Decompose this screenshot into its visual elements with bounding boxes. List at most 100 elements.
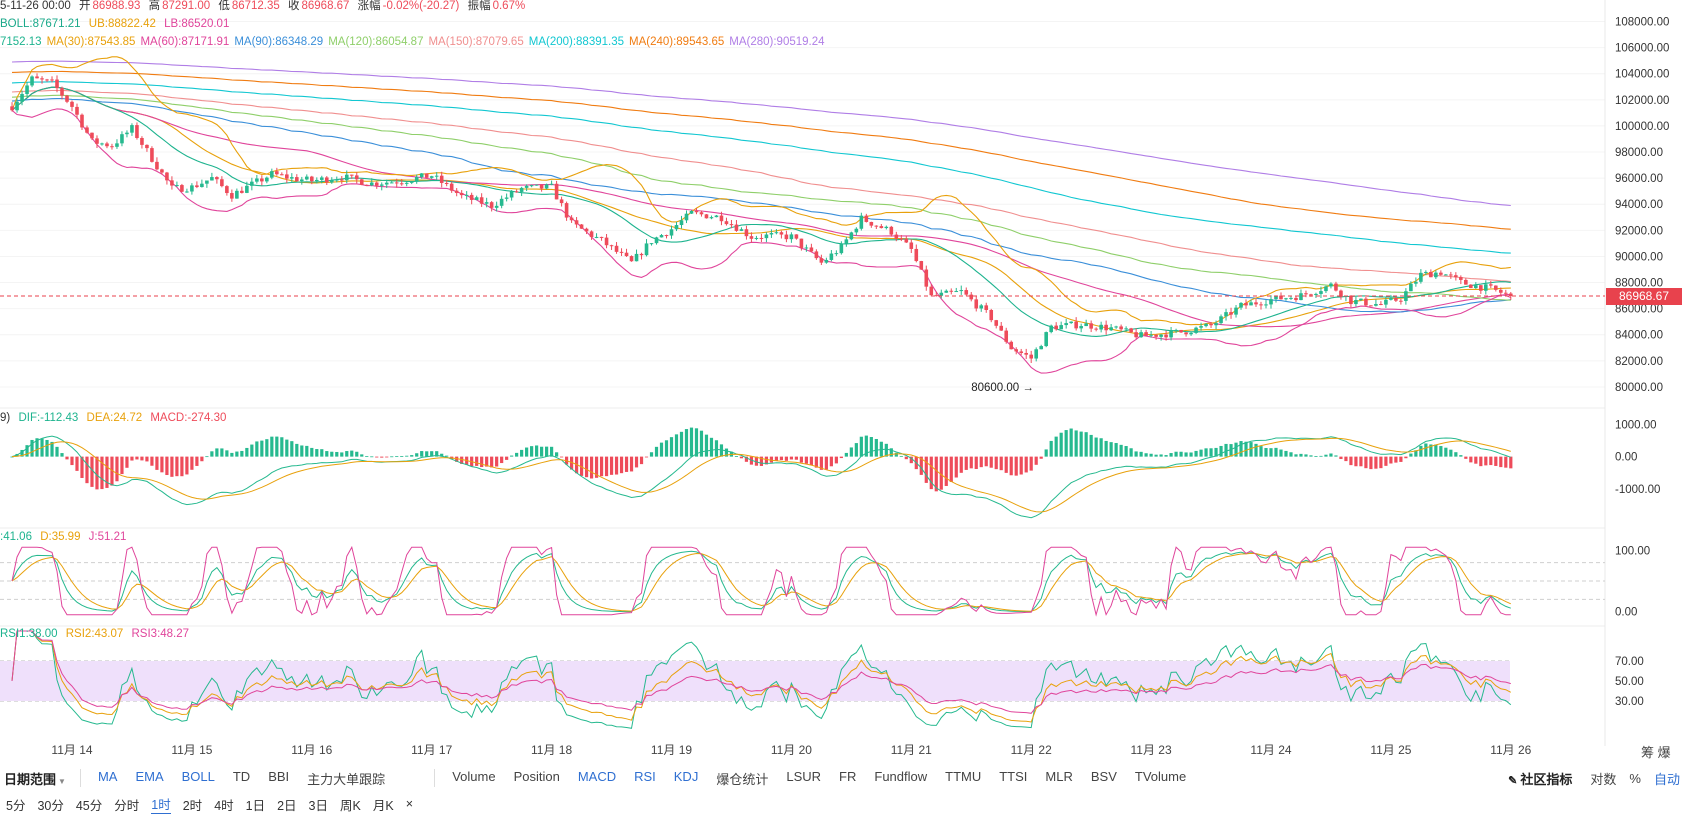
candle[interactable]: [30, 75, 34, 88]
candle[interactable]: [929, 284, 934, 297]
candle[interactable]: [1119, 324, 1123, 332]
candle[interactable]: [439, 171, 444, 188]
candle[interactable]: [889, 225, 894, 237]
candle[interactable]: [1109, 323, 1113, 331]
timeframe-option[interactable]: 2日: [277, 798, 297, 813]
candle[interactable]: [909, 239, 914, 254]
candle[interactable]: [719, 211, 724, 226]
candle[interactable]: [210, 172, 214, 181]
candle[interactable]: [135, 122, 139, 140]
candle[interactable]: [314, 177, 319, 184]
candle[interactable]: [934, 291, 939, 297]
candle[interactable]: [1294, 296, 1298, 302]
candle[interactable]: [624, 248, 629, 257]
candle[interactable]: [494, 201, 499, 212]
candle[interactable]: [1099, 321, 1103, 333]
candle[interactable]: [649, 243, 654, 246]
candle[interactable]: [115, 139, 119, 149]
log-scale-toggle[interactable]: 对数: [1590, 771, 1617, 787]
community-indicators-button[interactable]: ✎ 社区指标: [1508, 769, 1572, 788]
candle[interactable]: [1234, 305, 1238, 318]
main-indicator-boll[interactable]: BOLL: [181, 768, 215, 784]
candle[interactable]: [1314, 292, 1318, 299]
candle[interactable]: [754, 235, 759, 241]
timeframe-option[interactable]: 分时: [114, 798, 140, 813]
candle[interactable]: [1259, 301, 1263, 310]
candle[interactable]: [969, 292, 974, 302]
candle[interactable]: [479, 193, 484, 207]
candle[interactable]: [419, 173, 424, 179]
candle[interactable]: [1494, 285, 1498, 292]
candle[interactable]: [714, 214, 719, 218]
candle[interactable]: [354, 172, 359, 184]
sub-indicator-lsur[interactable]: LSUR: [786, 768, 822, 784]
candle[interactable]: [779, 230, 784, 239]
candle[interactable]: [874, 225, 879, 229]
candle[interactable]: [1379, 301, 1383, 306]
candle[interactable]: [689, 210, 694, 214]
candle[interactable]: [939, 289, 944, 299]
candle[interactable]: [894, 231, 899, 242]
candle[interactable]: [434, 172, 439, 180]
candle[interactable]: [644, 239, 649, 257]
candle[interactable]: [125, 130, 129, 138]
candle[interactable]: [1389, 294, 1393, 301]
candle[interactable]: [230, 189, 234, 202]
candle[interactable]: [374, 181, 379, 189]
candle[interactable]: [429, 175, 434, 179]
candle[interactable]: [1219, 314, 1223, 325]
candle[interactable]: [185, 188, 189, 193]
candle[interactable]: [674, 221, 679, 232]
candle[interactable]: [669, 225, 674, 239]
candle[interactable]: [1039, 344, 1043, 350]
candle[interactable]: [859, 212, 864, 231]
candle[interactable]: [729, 219, 734, 229]
candle[interactable]: [539, 184, 544, 192]
candle[interactable]: [1179, 329, 1183, 333]
candle[interactable]: [1229, 307, 1233, 319]
candle[interactable]: [474, 195, 479, 201]
candle[interactable]: [1104, 320, 1108, 335]
candle[interactable]: [165, 171, 169, 185]
candle[interactable]: [25, 82, 29, 97]
candle[interactable]: [459, 190, 464, 199]
candle[interactable]: [1224, 308, 1228, 321]
candle[interactable]: [195, 181, 199, 189]
sub-indicator-mlr[interactable]: MLR: [1045, 768, 1073, 784]
candle[interactable]: [1329, 282, 1333, 289]
candle[interactable]: [389, 180, 394, 184]
timeframe-option[interactable]: 4时: [214, 798, 234, 813]
candle[interactable]: [1209, 322, 1213, 328]
candle[interactable]: [974, 295, 979, 312]
candle[interactable]: [804, 244, 809, 252]
candle[interactable]: [305, 174, 309, 181]
candle[interactable]: [20, 90, 24, 106]
sub-indicator-macd[interactable]: MACD: [577, 768, 617, 784]
candle[interactable]: [235, 188, 239, 199]
candle[interactable]: [180, 183, 184, 193]
candle[interactable]: [1244, 299, 1248, 309]
candle[interactable]: [10, 102, 14, 112]
candle[interactable]: [40, 76, 44, 84]
candle[interactable]: [564, 201, 569, 221]
sub-indicator-rsi[interactable]: RSI: [634, 768, 656, 784]
candle[interactable]: [1014, 347, 1019, 355]
candle[interactable]: [225, 185, 229, 196]
candle[interactable]: [574, 217, 579, 228]
candle[interactable]: [1409, 281, 1413, 292]
candle[interactable]: [1199, 322, 1203, 331]
candle[interactable]: [684, 210, 689, 224]
candle[interactable]: [1034, 347, 1038, 362]
candle[interactable]: [554, 180, 559, 200]
candle[interactable]: [1394, 295, 1398, 302]
candle[interactable]: [959, 285, 964, 295]
candle[interactable]: [384, 179, 389, 189]
candle[interactable]: [394, 178, 399, 188]
candle[interactable]: [130, 123, 134, 136]
percent-scale-toggle[interactable]: %: [1629, 770, 1641, 786]
candle[interactable]: [444, 179, 449, 187]
candle[interactable]: [145, 144, 149, 152]
sub-indicator-爆仓统计[interactable]: 爆仓统计: [716, 771, 769, 787]
candle[interactable]: [844, 236, 849, 247]
candle[interactable]: [200, 179, 204, 188]
